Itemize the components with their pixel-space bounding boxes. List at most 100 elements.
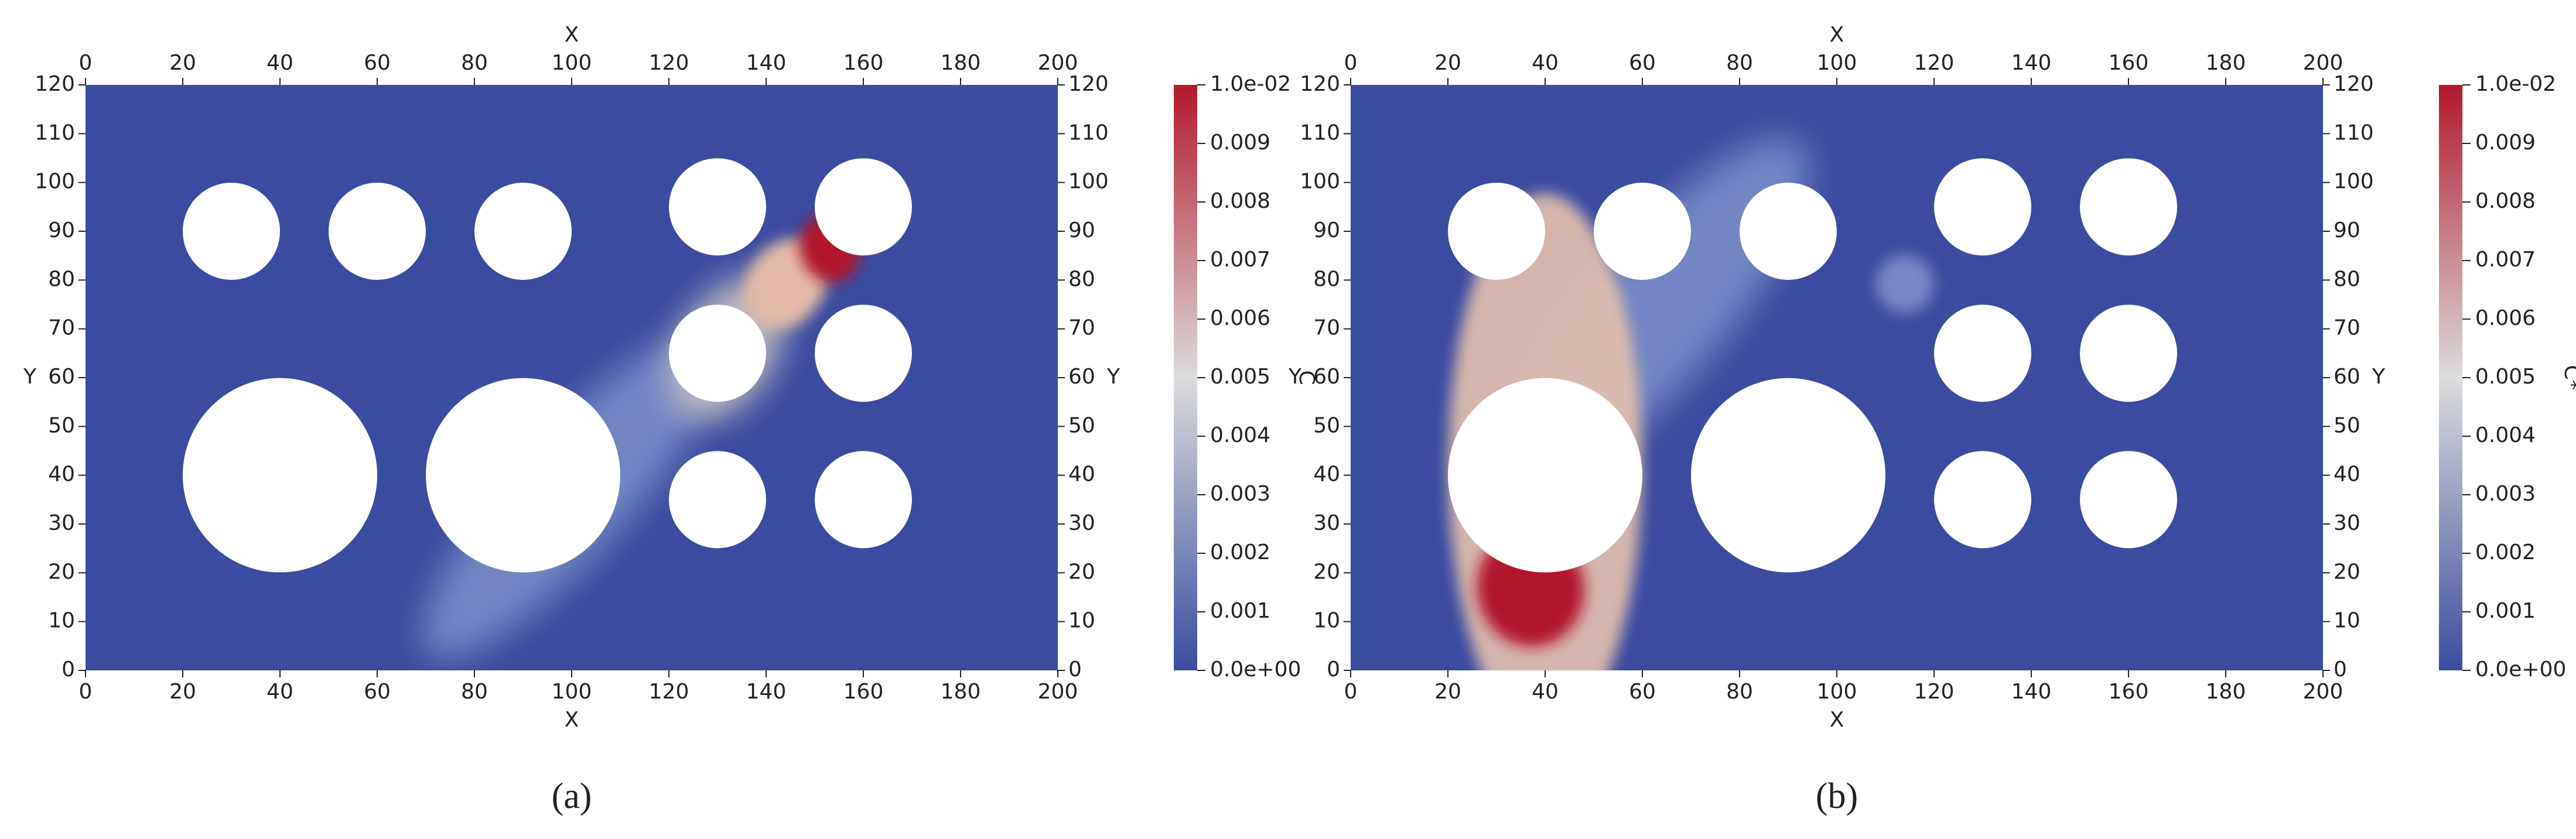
x-tick-label: 140 [746,51,787,75]
y-tick-label: 10 [1068,609,1095,633]
x-tick-label: 20 [169,680,196,704]
y-tick-label: 30 [1313,511,1340,535]
obstacle [2080,304,2177,402]
y-tick-label: 40 [1068,463,1095,487]
y-tick-label: 50 [1068,413,1095,437]
x-tick-label: 20 [1434,680,1461,704]
x-tick-label: 120 [649,680,689,704]
colorbar-tick-label: 0.004 [1210,423,1270,447]
x-tick-label: 140 [746,680,787,704]
x-tick-label: 40 [1532,680,1559,704]
obstacle [183,183,280,280]
y-tick-label: 70 [2334,316,2360,340]
obstacle [1691,378,1885,573]
y-tick-label: 70 [1068,316,1095,340]
x-tick-label: 0 [79,51,93,75]
y-tick-label: 110 [2334,121,2374,145]
colorbar [2439,85,2462,670]
plot-background [86,85,1058,670]
y-tick-label: 110 [1068,121,1109,145]
y-tick-label: 50 [1313,413,1340,437]
y-tick-label: 120 [1068,72,1109,96]
x-tick-label: 60 [1629,51,1656,75]
obstacle [2080,158,2177,256]
y-tick-label: 70 [48,316,75,340]
y-tick-label: 90 [2334,218,2360,242]
x-tick-label: 180 [2206,680,2246,704]
x-tick-label: 0 [79,680,93,704]
x-axis-label: X [1830,23,1844,47]
y-tick-label: 80 [1068,267,1095,291]
x-tick-label: 120 [1914,680,1955,704]
colorbar-tick-label: 0.009 [1210,131,1270,155]
colorbar-label: C* [2560,365,2576,390]
colorbar-tick-label: 0.001 [2475,599,2536,623]
colorbar-tick-label: 0.005 [2475,365,2536,389]
x-tick-label: 100 [552,680,592,704]
y-tick-label: 0 [2334,657,2347,682]
obstacle [183,378,377,573]
x-tick-label: 60 [364,51,391,75]
x-axis-label: X [565,708,579,732]
x-tick-label: 80 [461,680,488,704]
obstacle [1934,158,2031,256]
obstacle [2080,451,2177,549]
colorbar-tick-label: 0.002 [2475,540,2536,564]
x-tick-label: 120 [1914,51,1955,75]
x-tick-label: 140 [2011,680,2052,704]
y-tick-label: 50 [2334,413,2360,437]
y-tick-label: 40 [1313,463,1340,487]
y-tick-label: 80 [2334,267,2360,291]
y-tick-label: 120 [1300,72,1340,96]
colorbar-tick-label: 0.007 [1210,248,1270,272]
x-tick-label: 40 [267,51,293,75]
y-tick-label: 70 [1313,316,1340,340]
colorbar-tick-label: 0.006 [2475,306,2536,330]
obstacle [329,183,426,280]
colorbar-tick-label: 0.0e+00 [2475,657,2566,682]
panel-label: (b) [1816,776,1858,816]
y-tick-label: 80 [48,267,75,291]
x-tick-label: 80 [1726,680,1753,704]
obstacle [815,158,912,256]
y-tick-label: 0 [1068,657,1082,682]
colorbar-tick-label: 0.003 [2475,482,2536,506]
x-tick-label: 200 [2303,680,2343,704]
y-axis-label: Y [1288,365,1302,389]
obstacle [815,451,912,549]
colorbar-tick-label: 0.003 [1210,482,1270,506]
y-tick-label: 0 [1327,657,1340,682]
colorbar-tick-label: 0.0e+00 [1210,657,1301,682]
obstacle [669,158,766,256]
y-tick-label: 80 [1313,267,1340,291]
panel: 0020204040606080801001001201201401401601… [1288,23,2576,816]
x-tick-label: 0 [1344,51,1358,75]
y-tick-label: 60 [1068,365,1095,389]
y-tick-label: 100 [1300,170,1340,194]
y-tick-label: 0 [62,657,75,682]
plume [1875,255,1934,313]
y-tick-label: 120 [35,72,75,96]
y-tick-label: 110 [1300,121,1340,145]
colorbar-tick-label: 0.008 [2475,189,2536,213]
y-tick-label: 30 [1068,511,1095,535]
y-tick-label: 90 [1313,218,1340,242]
x-tick-label: 20 [1434,51,1461,75]
x-tick-label: 80 [461,51,488,75]
colorbar-tick-label: 0.005 [1210,365,1270,389]
y-tick-label: 90 [1068,218,1095,242]
x-tick-label: 60 [364,680,391,704]
x-tick-label: 160 [843,51,884,75]
colorbar-tick-label: 1.0e-02 [2475,72,2556,96]
colorbar-tick-label: 0.007 [2475,248,2536,272]
y-tick-label: 120 [2334,72,2374,96]
x-tick-label: 40 [267,680,293,704]
colorbar [1174,85,1197,670]
y-tick-label: 10 [1313,609,1340,633]
obstacle [1934,304,2031,402]
x-tick-label: 100 [1817,51,1857,75]
y-tick-label: 60 [48,365,75,389]
x-tick-label: 180 [941,680,981,704]
